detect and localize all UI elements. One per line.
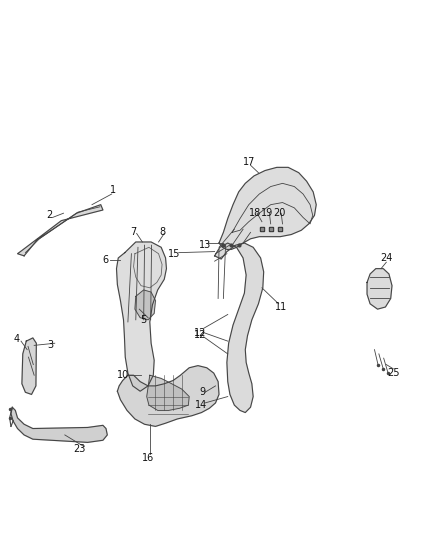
Polygon shape bbox=[11, 407, 107, 442]
Text: 3: 3 bbox=[47, 341, 53, 350]
Text: 18: 18 bbox=[249, 208, 261, 218]
Text: 10: 10 bbox=[117, 370, 130, 380]
Text: 20: 20 bbox=[273, 208, 286, 218]
Polygon shape bbox=[219, 167, 316, 249]
Text: 11: 11 bbox=[275, 302, 287, 312]
Text: 4: 4 bbox=[14, 334, 20, 344]
Text: 13: 13 bbox=[199, 240, 211, 250]
Polygon shape bbox=[135, 290, 155, 320]
Text: 5: 5 bbox=[141, 315, 147, 325]
Polygon shape bbox=[147, 375, 189, 410]
Text: 9: 9 bbox=[199, 387, 205, 397]
Polygon shape bbox=[117, 242, 166, 391]
Text: 19: 19 bbox=[261, 208, 273, 218]
Polygon shape bbox=[18, 205, 103, 256]
Text: 12: 12 bbox=[194, 330, 207, 340]
Text: 16: 16 bbox=[142, 454, 154, 463]
Text: 6: 6 bbox=[102, 255, 108, 265]
Text: 14: 14 bbox=[195, 400, 208, 410]
Text: 15: 15 bbox=[168, 249, 180, 259]
Text: 17: 17 bbox=[243, 157, 255, 167]
Text: 7: 7 bbox=[131, 228, 137, 237]
Text: 2: 2 bbox=[46, 211, 52, 220]
Polygon shape bbox=[22, 338, 36, 394]
Text: 1: 1 bbox=[110, 185, 116, 195]
Text: 25: 25 bbox=[387, 368, 399, 378]
Text: 12: 12 bbox=[194, 328, 207, 337]
Text: 24: 24 bbox=[380, 253, 392, 263]
Polygon shape bbox=[117, 366, 219, 426]
Text: 23: 23 bbox=[74, 444, 86, 454]
Polygon shape bbox=[367, 269, 392, 309]
Text: 8: 8 bbox=[159, 228, 165, 237]
Polygon shape bbox=[215, 243, 264, 413]
